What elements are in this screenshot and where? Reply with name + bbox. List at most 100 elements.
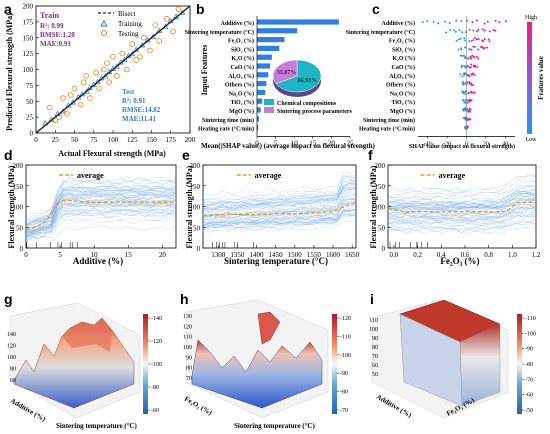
y-tick-label: 175 (23, 18, 34, 26)
panel-b: b Additive (%) Sintering temperature (°C)… (185, 1, 376, 150)
x-tick-label: 15 (309, 139, 317, 147)
testing-point (152, 22, 159, 28)
shap-dot (459, 37, 462, 40)
pie-legend-chem-swatch (264, 99, 274, 105)
testing-point (156, 38, 163, 44)
instance-line (202, 187, 357, 211)
z-tick-label: 60 (10, 378, 16, 384)
colorbar-tick-label: -100 (151, 362, 162, 368)
shap-dot (458, 29, 461, 32)
shap-dot (469, 83, 472, 86)
testing-point (100, 66, 107, 73)
bar-category-label: K₂O (%) (231, 55, 254, 62)
bar-category-label: Al₂O₃ (%) (228, 73, 254, 80)
instance-line (202, 184, 357, 209)
y-tick-label: 150 (23, 34, 34, 42)
shap-dot (459, 73, 462, 76)
bar (257, 89, 266, 95)
train-r2: R²: 0.99 (40, 22, 64, 30)
panel-b-inset-pie: 66.93%33.07% (272, 59, 322, 97)
instance-line (202, 212, 357, 231)
shap-dot (461, 90, 464, 93)
shap-dot (471, 54, 474, 57)
x-tick-label: 15 (125, 251, 133, 259)
x-tick-label: 1650 (345, 251, 360, 259)
shap-dot (463, 64, 466, 67)
z-tick-label: 110 (369, 318, 378, 324)
panel-a-legend: Bisect Training Testing (98, 10, 142, 38)
average-line (202, 201, 357, 217)
instance-line (387, 174, 537, 192)
panel-d-xlabel: Additive (%) (73, 256, 123, 266)
y-tick-label: 100 (375, 204, 386, 212)
shap-category-label: Additive (%) (382, 20, 416, 27)
instance-line (202, 203, 357, 222)
shap-dot (486, 20, 489, 23)
panel-i-surface-front (399, 313, 463, 407)
shap-dot (486, 46, 489, 49)
instance-line (202, 175, 357, 201)
shap-category-label: Fe₂O₃ (%) (389, 38, 415, 45)
shap-dot (504, 20, 507, 23)
instance-line (25, 177, 177, 221)
shap-category-label: SiO₂ (%) (392, 46, 415, 53)
legend-average: average (255, 171, 282, 180)
shap-dot (469, 55, 472, 58)
instance-line (387, 192, 537, 209)
instance-line (202, 208, 357, 226)
bar-category-label: Others (%) (225, 82, 254, 89)
x-tick-label: 75 (90, 136, 98, 144)
shap-dot (492, 29, 495, 32)
shap-dot (468, 48, 471, 51)
z-tick-label: 120 (7, 344, 16, 350)
bar (257, 72, 269, 78)
testing-point (77, 101, 84, 108)
panel-c-category-labels: Additive (%) Sintering temperature (°C) Fe… (346, 20, 415, 133)
shap-dot (472, 72, 475, 75)
panel-label-f: f (368, 147, 373, 163)
testing-point (133, 57, 139, 63)
instance-line (387, 194, 537, 209)
shap-dot (466, 65, 469, 68)
panel-g: g 60 80 100 120 140 -140 -120 -100 -80 -60 Addit… (4, 291, 162, 430)
shap-dot (467, 92, 470, 95)
panel-a-axes: 00 25 25 50 50 75 75 100 100 125 125 150 150 175 175 20… (23, 3, 196, 145)
instance-line (25, 216, 177, 238)
testing-point (114, 73, 120, 79)
y-tick-label: 0 (197, 245, 201, 253)
colorbar-tick-label: -110 (340, 334, 351, 340)
shap-dot (468, 40, 471, 43)
z-tick-label: 70 (372, 354, 378, 360)
shap-dot (462, 83, 465, 86)
testing-point (104, 60, 110, 66)
y-tick-label: 100 (13, 204, 24, 212)
instance-line (202, 202, 357, 221)
instance-line (387, 184, 537, 200)
instance-line (202, 207, 357, 226)
shap-dot (483, 29, 486, 32)
pie-slice (272, 59, 298, 85)
panel-label-c: c (372, 1, 380, 17)
colorbar-label: Features value (537, 56, 545, 100)
shap-dot (464, 66, 467, 69)
instance-line (202, 175, 357, 204)
colorbar-tick-label: -70 (525, 377, 533, 383)
shap-dot (483, 46, 486, 49)
y-tick-label: 50 (16, 224, 24, 232)
panel-h-ylabel: Fe₂O₃ (%) (183, 395, 214, 417)
panel-h-surface (191, 339, 323, 409)
panel-g-colorbar-ticks: -140 -120 -100 -80 -60 (148, 316, 162, 414)
panel-h-zticks: 70 80 90 100 110 120 130 (183, 314, 192, 382)
shap-dot (457, 38, 460, 41)
panel-h-surface-peak (257, 311, 281, 345)
bar-category-label: MgO (%) (229, 108, 254, 115)
train-rmse: RMSE:1.28 (40, 31, 75, 39)
x-tick-label: -20 (443, 141, 451, 147)
colorbar-tick-label: -90 (340, 371, 348, 377)
instance-line (387, 180, 537, 197)
train-title: Train (40, 11, 60, 20)
panel-label-d: d (4, 147, 13, 163)
testing-point (175, 6, 182, 12)
instance-line (387, 208, 537, 218)
bar-category-label: Additive (%) (221, 20, 255, 27)
